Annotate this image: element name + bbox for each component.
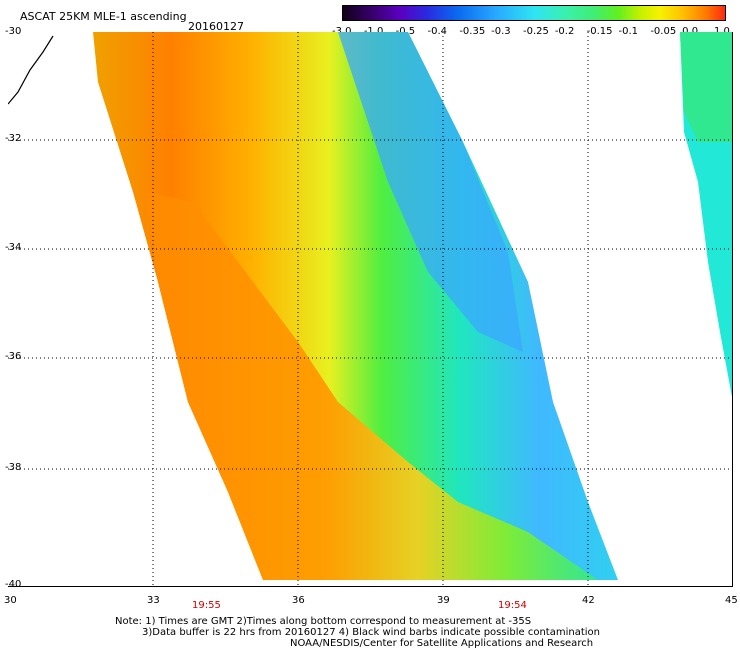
map-panel	[8, 32, 733, 587]
lat-label: -32	[5, 133, 22, 144]
lon-label: 39	[437, 595, 450, 606]
swath-warm-region	[146, 192, 598, 580]
colorbar-tick-label: 1.0	[714, 26, 730, 37]
colorbar-tick-label: -0.25	[523, 26, 549, 37]
lon-label: 30	[4, 595, 17, 606]
colorbar-tick-label: -0.35	[459, 26, 486, 37]
colorbar-tick-label: -1.0	[363, 26, 384, 37]
lat-label: -38	[5, 462, 22, 473]
footer-credit: NOAA/NESDIS/Center for Satellite Applica…	[290, 638, 594, 649]
footer-note-2: 3)Data buffer is 22 hrs from 20160127 4)…	[142, 627, 600, 638]
lat-label: -40	[5, 579, 22, 590]
lon-label: 33	[147, 595, 160, 606]
lat-label: -30	[5, 26, 22, 37]
swath-blue-band	[338, 32, 523, 352]
colorbar-tick-label: -0.2	[554, 26, 575, 37]
coastline	[8, 35, 54, 105]
colorbar-tick-label: -0.15	[586, 26, 613, 37]
colorbar-tick-label: -3.0	[332, 26, 352, 37]
colorbar-tick-label: -0.1	[618, 26, 639, 37]
map-title: ASCAT 25KM MLE-1 ascending	[20, 10, 187, 23]
lon-label: 36	[292, 595, 305, 606]
colorbar-tick-label: -0.3	[491, 26, 511, 37]
graticule	[8, 32, 732, 586]
lat-label: -36	[5, 351, 22, 362]
swath-right-green	[680, 32, 732, 142]
colorbar	[342, 5, 726, 21]
lon-label: 45	[725, 595, 738, 606]
footer-note-1: Note: 1) Times are GMT 2)Times along bot…	[115, 616, 532, 627]
swath-right	[680, 32, 732, 586]
pass-time: 19:54	[498, 600, 527, 611]
map-date: 20160127	[188, 20, 244, 33]
colorbar-tick-label: 0.0	[682, 26, 699, 37]
colorbar-tick-label: -0.05	[650, 26, 677, 37]
colorbar-tick-label: -0.5	[395, 26, 416, 37]
lat-label: -34	[5, 242, 22, 253]
lon-label: 42	[582, 595, 595, 606]
pass-time: 19:55	[192, 600, 221, 611]
colorbar-tick-label: -0.4	[427, 26, 448, 37]
